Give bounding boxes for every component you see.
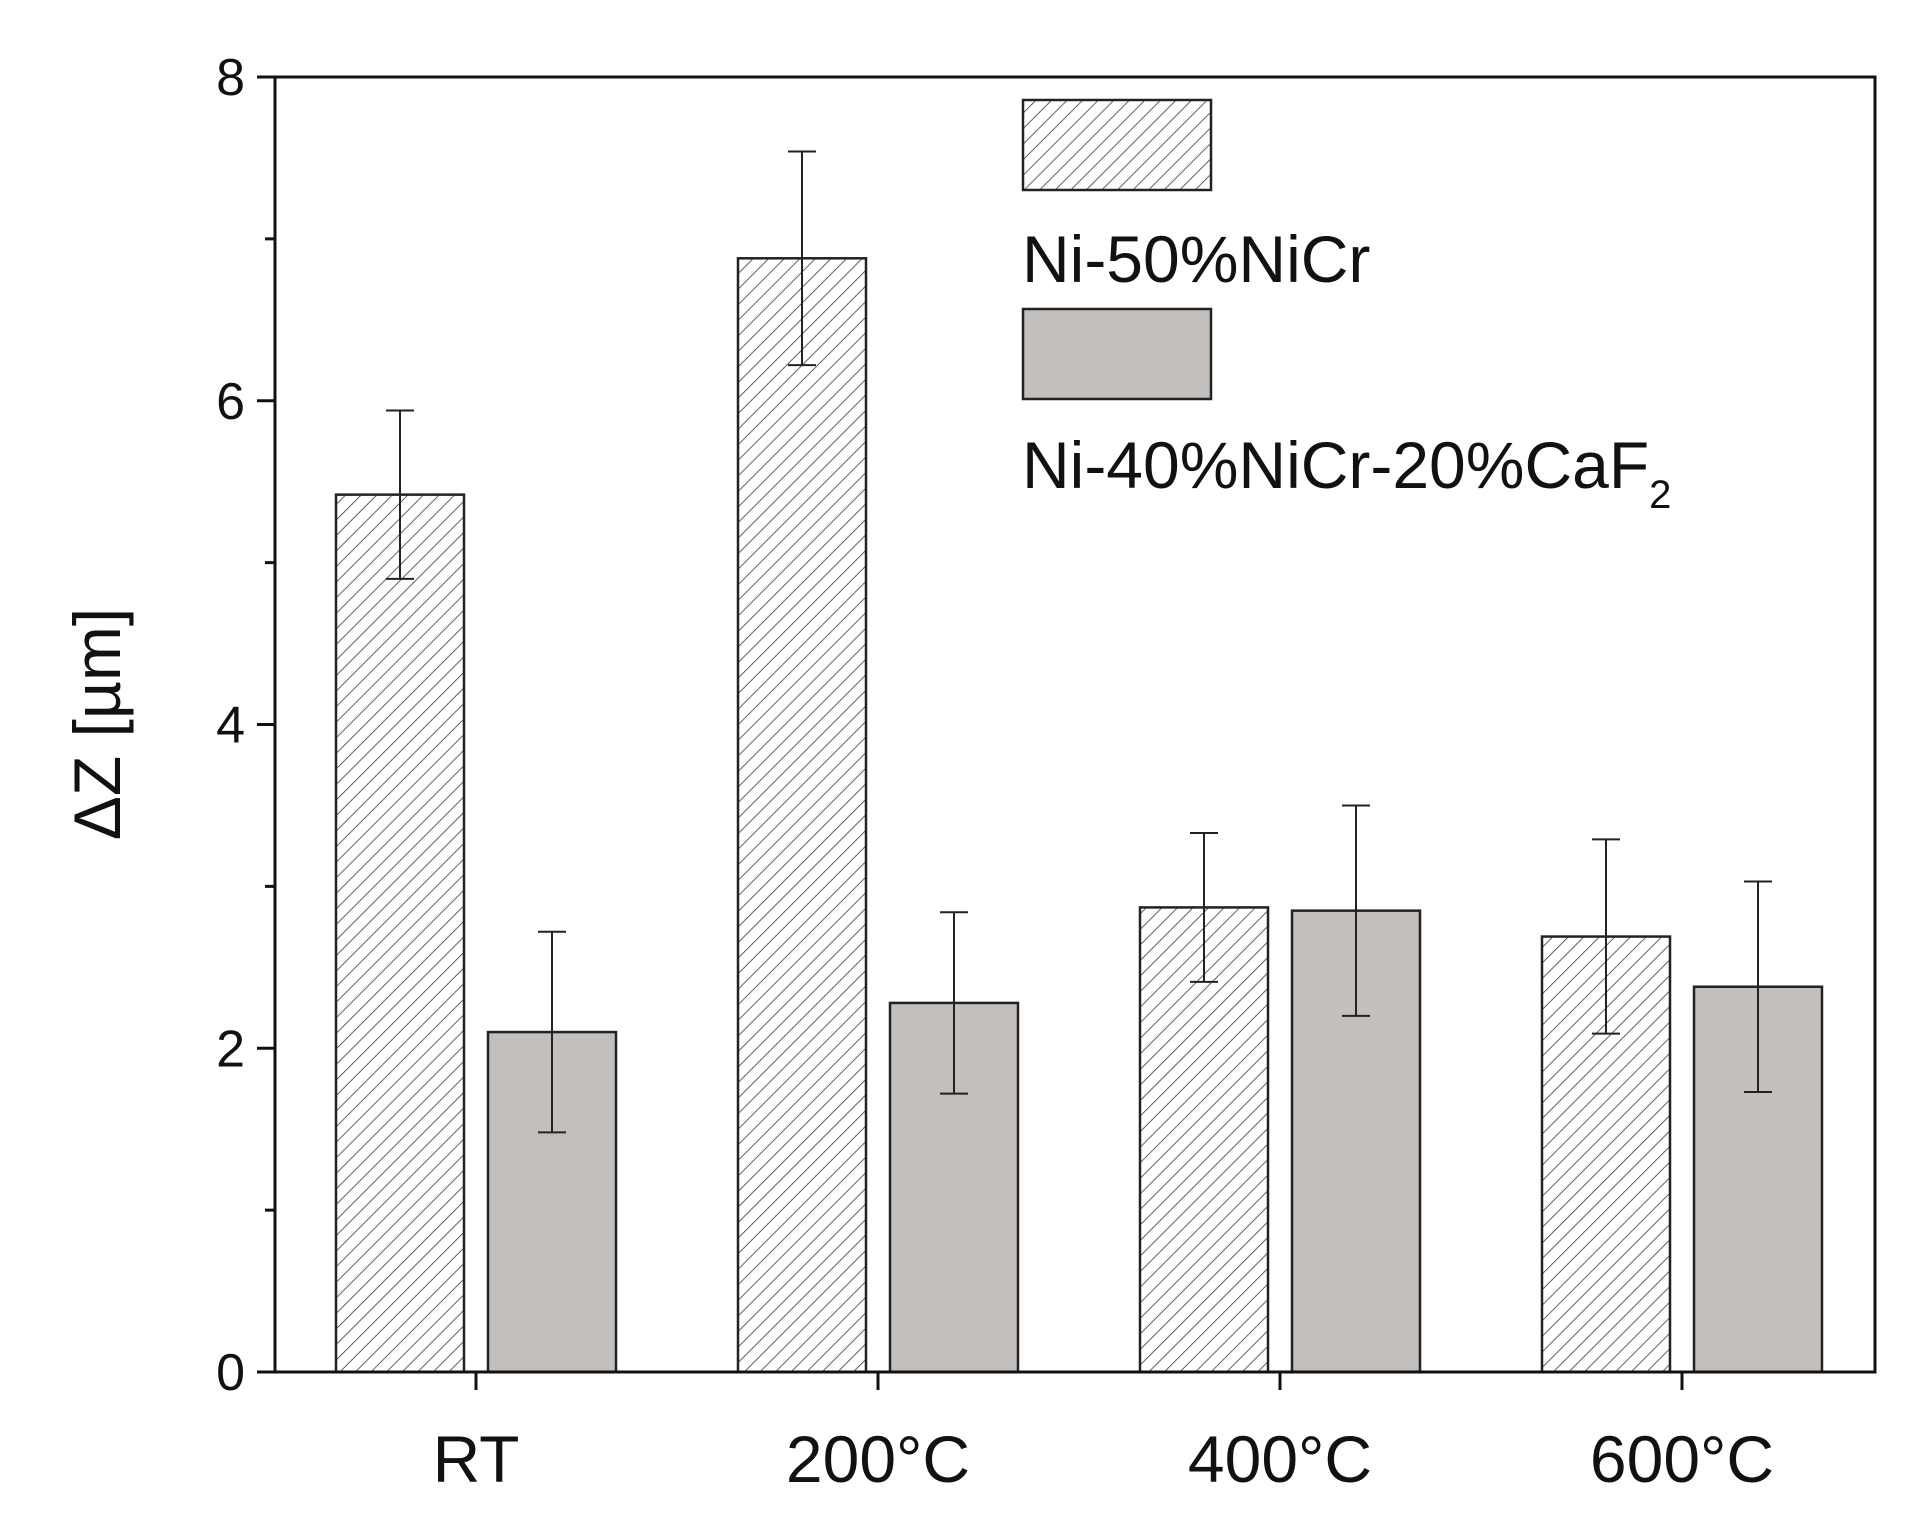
y-tick-label-2: 2: [216, 1020, 245, 1078]
legend-label-series-2-subscript: 2: [1649, 473, 1671, 517]
legend-swatch-solid: [1021, 307, 1213, 401]
x-tick-label-600°C: 600°C: [1590, 1422, 1774, 1496]
y-tick-label-4: 4: [216, 697, 245, 755]
legend: Ni-50%NiCr Ni-40%NiCr-20%CaF2: [1021, 98, 1671, 517]
x-tick-label-200°C: 200°C: [786, 1422, 970, 1496]
legend-label-series-2: Ni-40%NiCr-20%CaF2: [1022, 428, 1671, 517]
bar-1-RT: [334, 493, 466, 1374]
x-tick-label-RT: RT: [433, 1422, 520, 1496]
legend-swatch-hatched: [1021, 98, 1213, 192]
bar-1-400°C: [1138, 906, 1270, 1374]
legend-label-series-1: Ni-50%NiCr: [1022, 222, 1370, 296]
x-tick-label-400°C: 400°C: [1188, 1422, 1372, 1496]
bar-1-200°C: [736, 257, 868, 1374]
y-tick-label-8: 8: [216, 49, 245, 107]
y-tick-label-6: 6: [216, 373, 245, 431]
y-tick-label-0: 0: [216, 1344, 245, 1402]
legend-label-series-2-main: Ni-40%NiCr-20%CaF: [1022, 428, 1649, 502]
y-axis-title: ΔZ [µm]: [60, 608, 134, 840]
